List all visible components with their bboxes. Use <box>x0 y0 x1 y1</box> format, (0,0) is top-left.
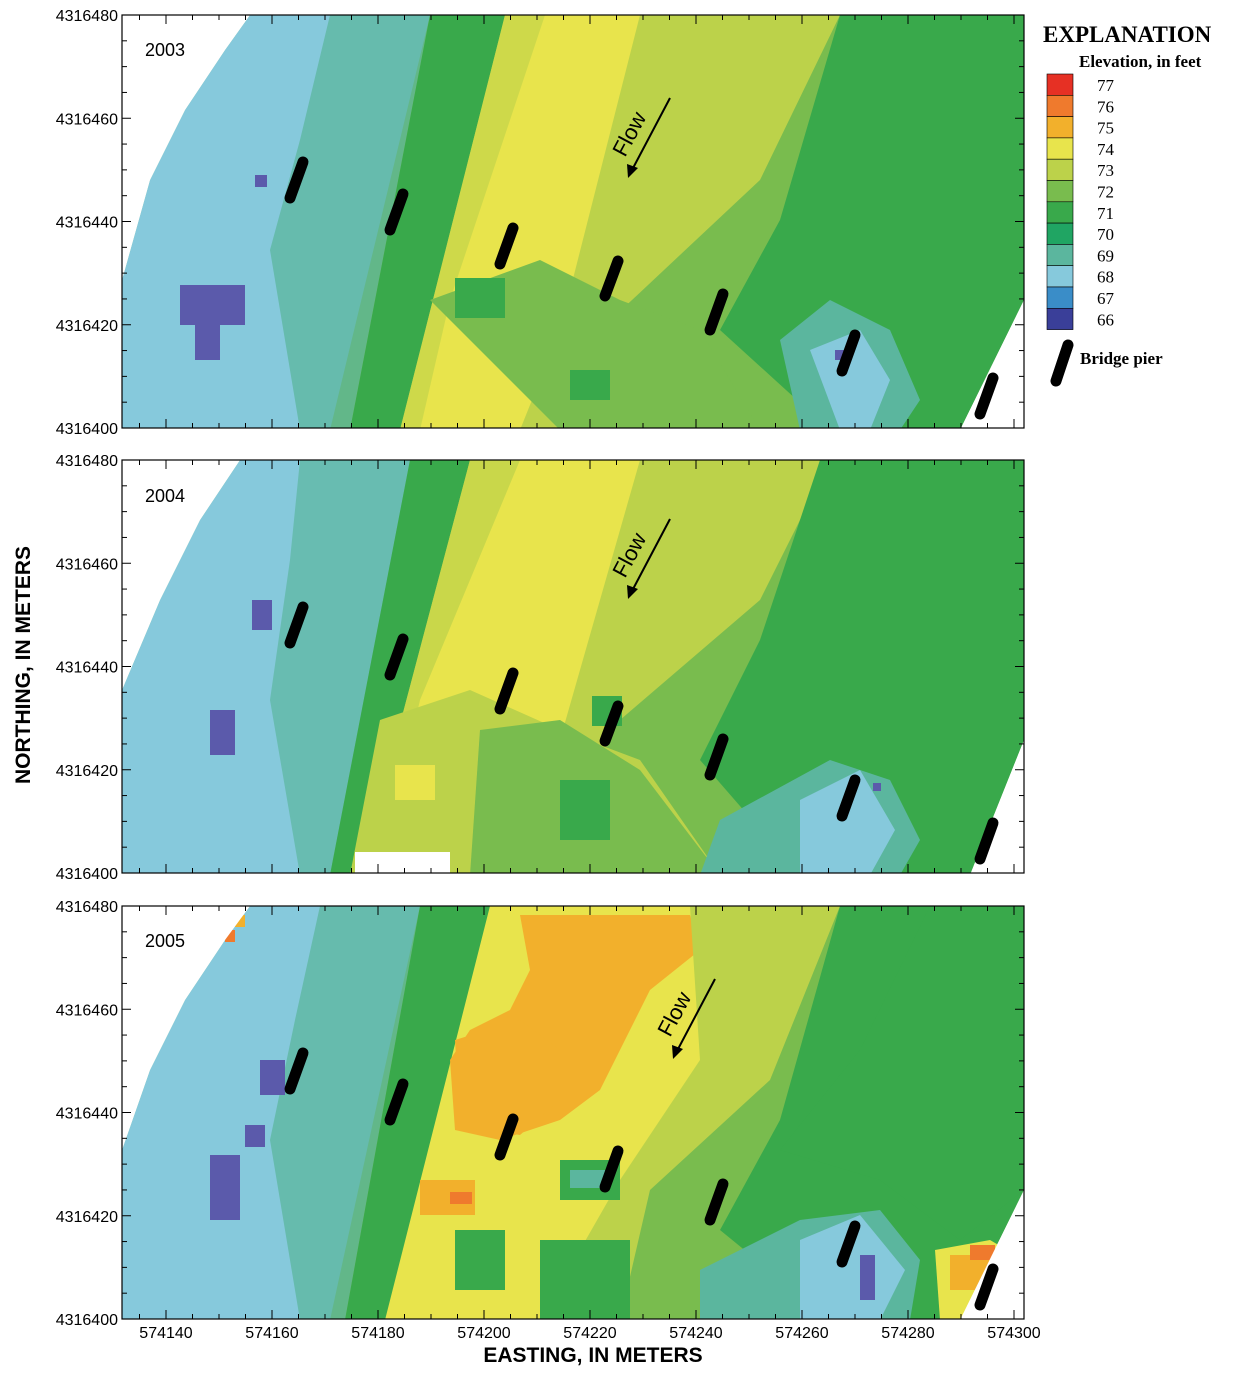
legend-swatch <box>1046 265 1074 288</box>
legend: EXPLANATION Elevation, in feet 777675747… <box>1043 22 1212 387</box>
x-tick-label: 574240 <box>669 1325 722 1342</box>
y-tick-label: 4316420 <box>56 1209 118 1226</box>
legend-class-label: 66 <box>1097 310 1114 329</box>
x-tick-label: 574200 <box>457 1325 510 1342</box>
bridge-piers <box>284 156 999 420</box>
legend-swatch <box>1046 222 1074 245</box>
x-tick-label: 574220 <box>563 1325 616 1342</box>
y-tick-label: 4316420 <box>56 318 118 335</box>
y-tick-label: 4316460 <box>56 556 118 573</box>
y-tick-label: 4316460 <box>56 1002 118 1019</box>
y-tick-label: 4316400 <box>56 1312 118 1329</box>
legend-class-label: 73 <box>1097 161 1114 180</box>
panel-year-label: 2003 <box>145 40 185 60</box>
map-panel-2005: 2005 Flow <box>121 905 1025 1320</box>
bridge-pier <box>494 222 519 270</box>
bridge-pier <box>284 156 309 204</box>
x-tick-label: 574280 <box>881 1325 934 1342</box>
legend-class-label: 72 <box>1097 183 1114 202</box>
bridge-pier <box>974 817 999 865</box>
legend-swatch <box>1046 244 1074 266</box>
y-tick-label: 4316400 <box>56 421 118 438</box>
bridge-pier <box>836 1220 861 1268</box>
elevation-surface-2005 <box>122 906 1024 1319</box>
y-tick-label: 4316440 <box>56 215 118 232</box>
bridge-pier <box>384 633 409 681</box>
y-tick-label: 4316440 <box>56 1106 118 1123</box>
bridge-pier <box>384 1078 409 1126</box>
legend-class-label: 68 <box>1097 268 1114 287</box>
map-panel-2004: 2004 Flow <box>121 459 1025 874</box>
panel-year-label: 2004 <box>145 486 185 506</box>
legend-swatch <box>1046 137 1074 160</box>
legend-pier-label: Bridge pier <box>1080 349 1163 368</box>
axes: 4316400 4316420 4316440 4316460 4316480 43164… <box>56 8 1041 1342</box>
legend-class-label: 74 <box>1097 140 1115 159</box>
x-tick-label: 574160 <box>245 1325 298 1342</box>
elevation-surface-2004 <box>122 460 1024 873</box>
x-tick-label: 574260 <box>775 1325 828 1342</box>
legend-swatch <box>1046 158 1074 181</box>
legend-title: EXPLANATION <box>1043 22 1212 47</box>
legend-swatch <box>1046 180 1074 203</box>
bridge-pier <box>494 1113 519 1161</box>
legend-class-label: 76 <box>1097 97 1114 116</box>
bridge-pier <box>974 1263 999 1311</box>
elevation-surface-2003 <box>122 15 1024 428</box>
legend-class-label: 71 <box>1097 204 1114 223</box>
map-panel-2003: 2003 Flow <box>121 14 1025 429</box>
bridge-pier <box>384 188 409 236</box>
legend-class-label: 75 <box>1097 119 1114 138</box>
x-tick-label: 574300 <box>987 1325 1040 1342</box>
bridge-pier <box>836 329 861 377</box>
bridge-piers <box>284 601 999 865</box>
x-tick-label: 574180 <box>351 1325 404 1342</box>
legend-swatch <box>1046 116 1074 139</box>
bridge-pier <box>599 1145 624 1193</box>
y-tick-label: 4316400 <box>56 866 118 883</box>
legend-subtitle: Elevation, in feet <box>1079 52 1202 71</box>
x-axis-title: EASTING, IN METERS <box>483 1344 702 1367</box>
bridge-pier <box>284 1047 309 1095</box>
legend-swatch <box>1046 95 1074 117</box>
bridge-pier <box>704 288 729 336</box>
bridge-pier <box>836 774 861 822</box>
bridge-pier <box>704 733 729 781</box>
y-tick-label: 4316440 <box>56 660 118 677</box>
legend-color-scale: 77 76 75 74 73 72 71 70 69 68 67 66 <box>1046 73 1115 330</box>
legend-swatch <box>1046 201 1074 224</box>
legend-class-label: 77 <box>1097 76 1115 95</box>
y-tick-label: 4316480 <box>56 899 118 916</box>
bridge-pier <box>974 372 999 420</box>
legend-swatch <box>1046 73 1074 96</box>
bridge-piers <box>284 1047 999 1311</box>
y-axis-title: NORTHING, IN METERS <box>12 546 35 784</box>
y-tick-label: 4316480 <box>56 453 118 470</box>
bridge-pier <box>284 601 309 649</box>
bridge-pier <box>704 1178 729 1226</box>
legend-swatch <box>1046 286 1074 309</box>
y-tick-label: 4316420 <box>56 763 118 780</box>
bridge-pier <box>494 667 519 715</box>
x-tick-label: 574140 <box>139 1325 192 1342</box>
bridge-pier <box>599 255 624 302</box>
bridge-pier-legend-symbol <box>1050 339 1074 387</box>
legend-class-label: 70 <box>1097 225 1114 244</box>
y-tick-label: 4316480 <box>56 8 118 25</box>
legend-class-label: 67 <box>1097 289 1115 308</box>
bridge-pier <box>599 700 624 747</box>
panel-year-label: 2005 <box>145 931 185 951</box>
legend-swatch <box>1046 307 1074 330</box>
legend-class-label: 69 <box>1097 246 1114 265</box>
y-tick-label: 4316460 <box>56 111 118 128</box>
